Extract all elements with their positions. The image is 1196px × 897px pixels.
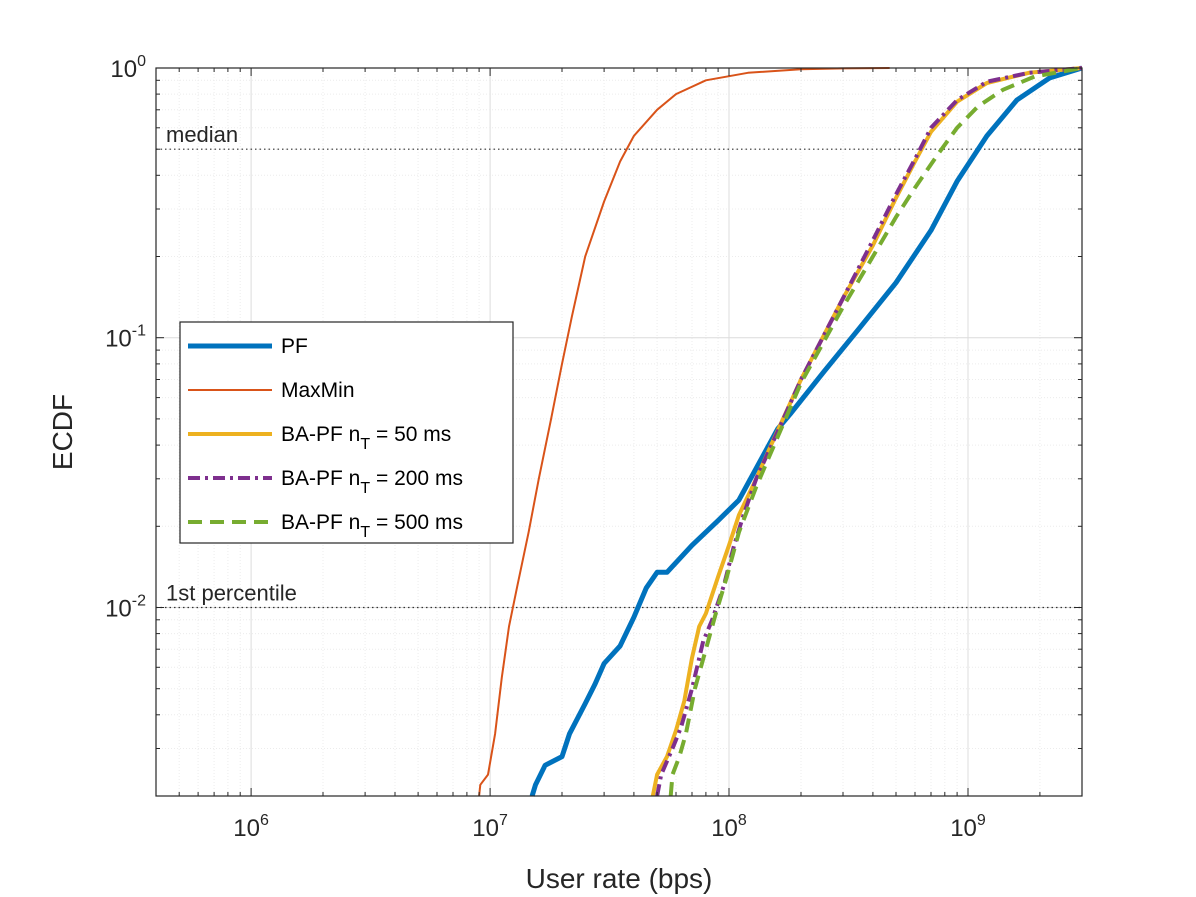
y-tick-label: 100 <box>110 53 146 83</box>
x-tick-label: 106 <box>233 812 269 842</box>
y-axis-title: ECDF <box>47 394 78 470</box>
plot-frame <box>155 67 1083 797</box>
y-tick-label-base: 10 <box>110 56 137 83</box>
legend-label: MaxMin <box>281 379 355 402</box>
x-tick-label-base: 10 <box>472 815 499 842</box>
y-tick-label: 10-1 <box>105 323 146 353</box>
y-tick-label-exp: 0 <box>137 53 146 70</box>
x-tick-label: 107 <box>472 812 508 842</box>
x-tick-label-base: 10 <box>950 815 977 842</box>
legend-label-tail: = 50 ms <box>370 423 451 446</box>
x-tick-label-exp: 7 <box>499 812 508 829</box>
reference-label: median <box>166 122 238 147</box>
legend-label-tail: = 200 ms <box>370 467 463 490</box>
legend-label-sub: T <box>360 436 370 453</box>
x-tick-label-base: 10 <box>233 815 260 842</box>
legend-label-main: BA-PF n <box>281 423 360 446</box>
y-tick-label-exp: -1 <box>132 323 146 340</box>
series-line-ba-pf-nt-500-ms <box>668 66 1083 797</box>
x-tick-labels: 106 107 108 109 <box>233 812 986 842</box>
x-tick-label-exp: 8 <box>738 812 747 829</box>
legend-label-main: BA-PF n <box>281 467 360 490</box>
series-line-ba-pf-nt-200-ms <box>655 66 1083 797</box>
series-line-pf <box>529 65 1083 797</box>
y-tick-label: 10-2 <box>105 593 146 623</box>
legend-label-sub: T <box>360 524 370 541</box>
legend-label: BA-PF nT = 500 ms <box>281 511 463 541</box>
legend-label-main: PF <box>281 335 308 358</box>
series-lines <box>478 65 1083 797</box>
legend-label-main: BA-PF n <box>281 511 360 534</box>
legend-label-sub: T <box>360 480 370 497</box>
x-tick-label: 108 <box>711 812 747 842</box>
y-tick-label-base: 10 <box>105 596 132 623</box>
x-tick-label-exp: 9 <box>977 812 986 829</box>
legend-label-tail: = 500 ms <box>370 511 463 534</box>
axis-ticks <box>156 67 1082 796</box>
x-axis-title: User rate (bps) <box>526 863 713 894</box>
legend-label: BA-PF nT = 200 ms <box>281 467 463 497</box>
reference-label: 1st percentile <box>166 581 297 606</box>
reference-lines: median 1st percentile <box>156 122 1082 609</box>
x-tick-label: 109 <box>950 812 986 842</box>
legend-label: BA-PF nT = 50 ms <box>281 423 451 453</box>
series-line-maxmin <box>478 67 890 797</box>
y-tick-label-exp: -2 <box>132 593 146 610</box>
legend-label-main: MaxMin <box>281 379 355 402</box>
x-tick-label-exp: 6 <box>260 812 269 829</box>
legend-label: PF <box>281 335 308 358</box>
x-tick-label-base: 10 <box>711 815 738 842</box>
y-tick-label-base: 10 <box>105 326 132 353</box>
